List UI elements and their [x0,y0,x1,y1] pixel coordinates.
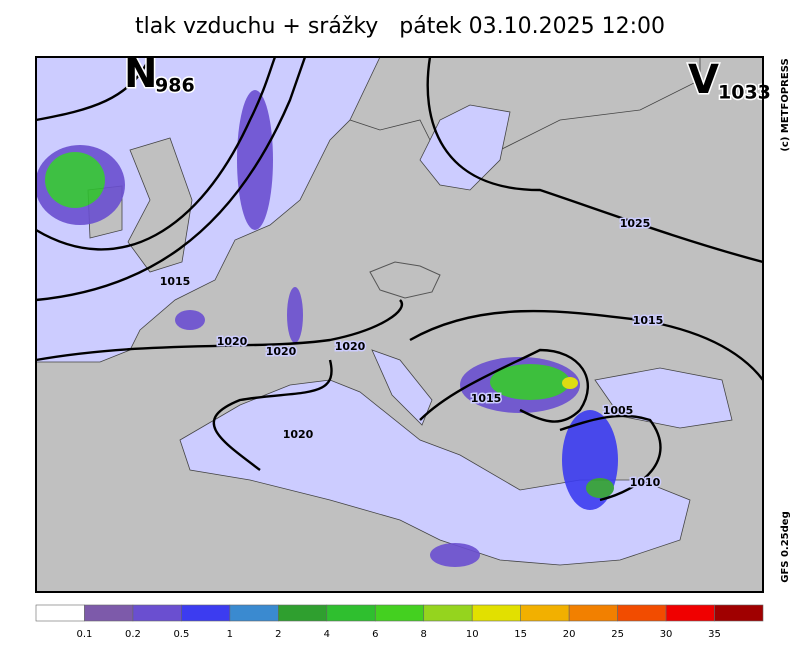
legend-swatch [471,604,521,622]
isobar-label: 1020 [266,345,297,358]
legend-label: 10 [466,629,479,640]
isobar-label: 1020 [283,428,314,441]
legend-label: 8 [421,629,427,640]
legend-swatch [617,604,667,622]
map-title: tlak vzduchu + srážky pátek 03.10.2025 1… [135,14,665,39]
legend-label: 1 [227,629,233,640]
legend-label: 4 [324,629,330,640]
high-letter: V [688,57,719,103]
legend-swatch [181,604,231,622]
legend-swatch [229,604,279,622]
legend-label: 30 [660,629,673,640]
legend-label: 0.1 [77,629,93,640]
czechia-border [369,261,441,299]
legend-swatch [326,604,376,622]
mediterranean [179,379,691,566]
baltic [419,104,511,191]
legend-label: 15 [514,629,527,640]
legend-swatch [714,604,764,622]
precipitation [35,90,618,567]
legend-label: 20 [563,629,576,640]
legend-label: 2 [275,629,281,640]
great-britain [127,137,193,273]
legend-label: 0.5 [173,629,189,640]
isobar-label: 1005 [603,404,634,417]
legend-swatch [132,604,182,622]
copyright: (c) METFOPRESS [780,58,791,151]
model-label: GFS 0.25deg [780,511,791,583]
legend-swatch [665,604,715,622]
low-value: 986 [155,75,195,97]
legend-label: 0.2 [125,629,141,640]
isobars [35,56,764,502]
legend-swatch [568,604,618,622]
legend-swatch [35,604,85,622]
legend-swatch [423,604,473,622]
isobar-label: 1025 [620,217,651,230]
isobar-label: 1020 [335,340,366,353]
legend-swatch [374,604,425,622]
legend-label: 25 [611,629,624,640]
isobar-label: 1010 [630,476,661,489]
legend-swatch [84,604,134,622]
isobar-label: 1015 [160,275,191,288]
legend-swatch [520,604,570,622]
legend: 0.1 0.2 0.5 1 2 4 6 8 10 15 20 25 30 35 [35,604,764,640]
isobar-label: 1015 [471,392,502,405]
legend-label: 35 [708,629,721,640]
map-frame [35,56,764,593]
legend-label: 6 [372,629,378,640]
legend-swatch [278,604,328,622]
isobar-label: 1015 [633,314,664,327]
map: 1015 1020 1020 1020 1020 1025 1015 1015 … [35,50,772,593]
isobar-label: 1020 [217,335,248,348]
